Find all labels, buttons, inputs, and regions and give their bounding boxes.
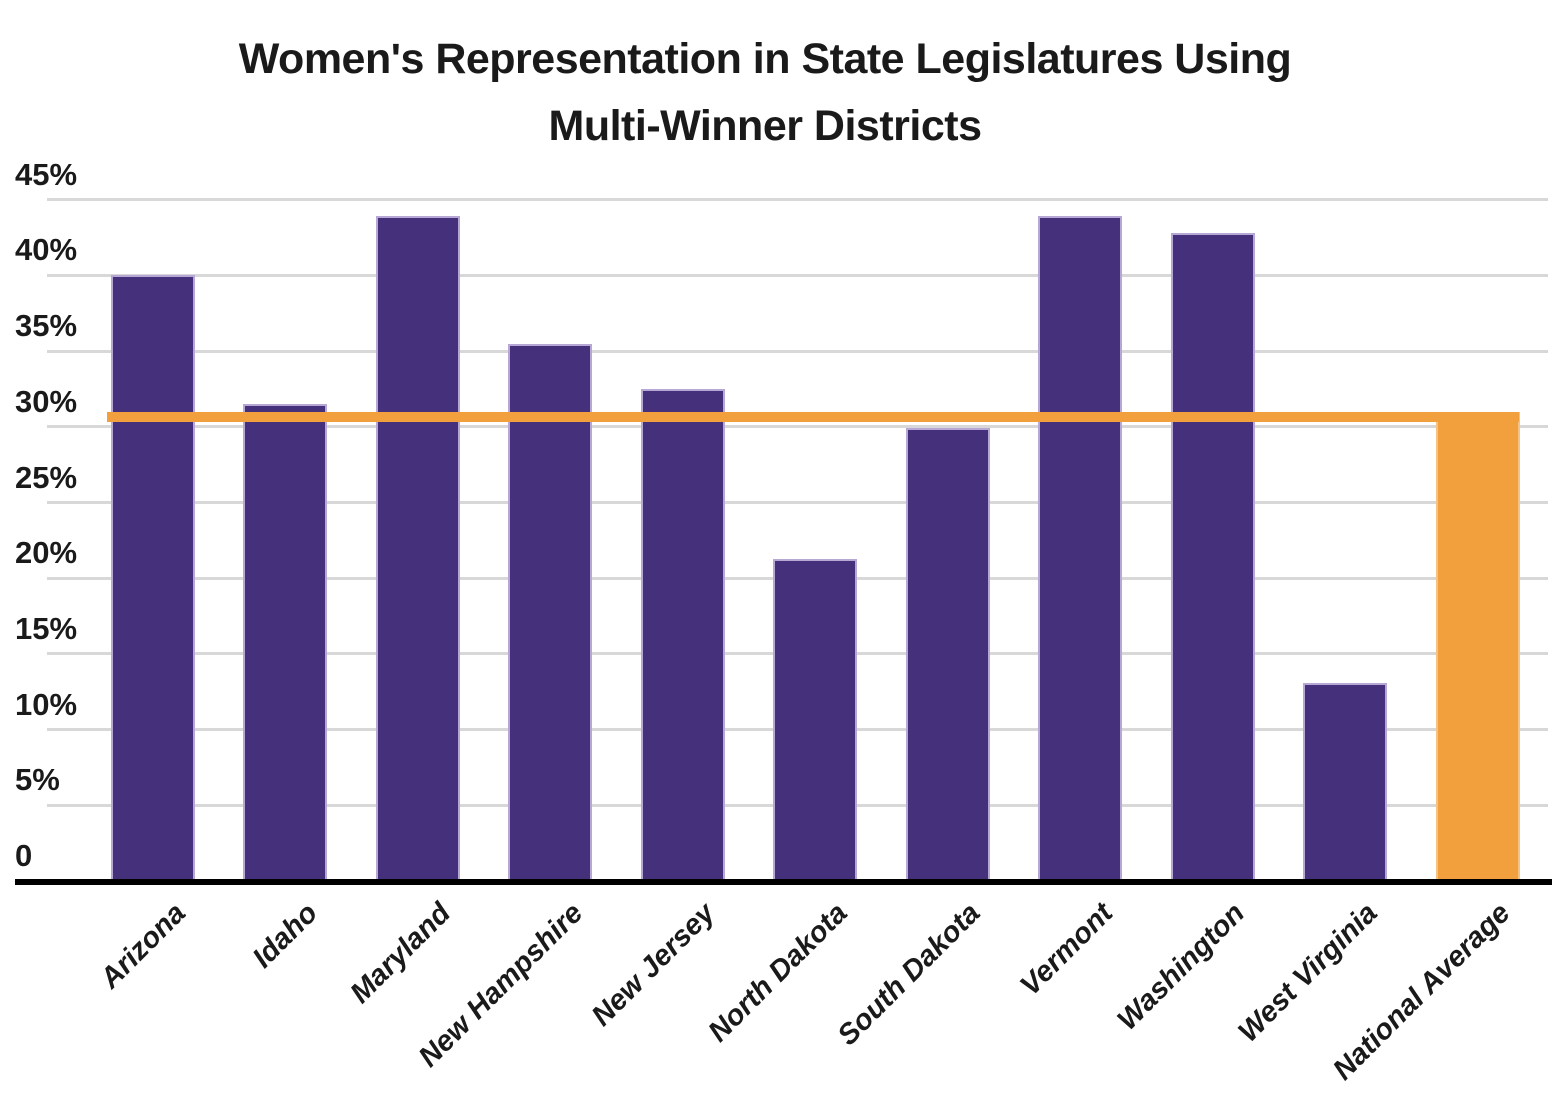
y-tick-label-15: 15% xyxy=(15,610,78,646)
x-label-maryland: Maryland xyxy=(343,897,457,1010)
bar-arizona xyxy=(111,275,195,881)
y-tick-label-20: 20% xyxy=(15,535,78,571)
bar-idaho xyxy=(243,404,328,881)
bar-new-hampshire xyxy=(508,343,593,881)
bar-south-dakota xyxy=(905,428,990,881)
y-tick-label-0: 0 xyxy=(15,838,33,873)
x-label-north-dakota: North Dakota xyxy=(702,897,854,1049)
bar-north-dakota xyxy=(773,558,858,881)
bar-national-average xyxy=(1435,411,1520,881)
national-average-line xyxy=(107,411,1519,422)
y-tick-label-35: 35% xyxy=(15,308,78,344)
x-label-south-dakota: South Dakota xyxy=(831,897,987,1052)
bar-west-virginia xyxy=(1303,682,1387,881)
x-label-idaho: Idaho xyxy=(246,897,325,975)
x-label-west-virginia: West Virginia xyxy=(1232,897,1384,1049)
chart-title-line-2: Multi-Winner Districts xyxy=(548,102,982,150)
gridline-25 xyxy=(47,501,1548,504)
x-axis-line xyxy=(15,879,1552,885)
y-tick-label-5: 5% xyxy=(15,762,60,798)
gridline-35 xyxy=(47,349,1548,353)
bar-washington xyxy=(1170,233,1255,881)
x-label-new-jersey: New Jersey xyxy=(585,897,722,1033)
bar-new-jersey xyxy=(640,388,725,881)
x-label-arizona: Arizona xyxy=(93,897,192,995)
y-tick-label-45: 45% xyxy=(15,156,78,192)
y-tick-label-10: 10% xyxy=(15,686,78,722)
bar-vermont xyxy=(1038,216,1123,881)
y-tick-label-40: 40% xyxy=(15,232,78,268)
y-tick-label-25: 25% xyxy=(15,459,78,495)
x-label-washington: Washington xyxy=(1111,897,1252,1037)
x-label-vermont: Vermont xyxy=(1013,897,1119,1003)
gridline-45 xyxy=(47,198,1548,202)
chart-title-line-1: Women's Representation in State Legislat… xyxy=(238,35,1292,83)
y-tick-label-30: 30% xyxy=(15,383,78,419)
gridline-40 xyxy=(47,273,1548,277)
bar-maryland xyxy=(375,216,460,881)
chart-title: Women's Representation in State Legislat… xyxy=(0,26,1530,160)
gridline-30 xyxy=(47,425,1548,429)
